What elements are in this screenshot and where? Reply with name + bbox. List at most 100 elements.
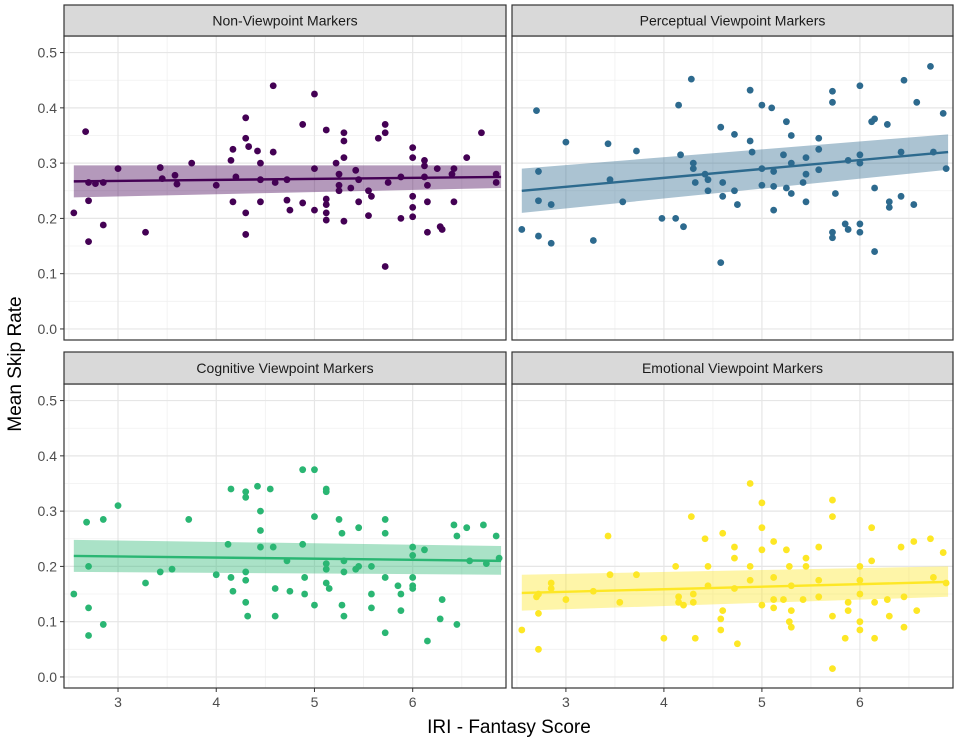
data-point [672,215,680,222]
data-point [322,565,330,573]
data-point [518,226,526,233]
data-point [704,176,712,184]
data-point [409,203,417,211]
data-point [589,237,597,244]
data-point [173,180,181,188]
data-point [311,165,318,173]
data-point [815,166,823,174]
data-point [689,590,697,598]
data-point [829,513,836,521]
data-point [758,499,766,507]
data-point [691,179,699,186]
data-point [871,184,878,192]
data-point [381,629,389,637]
data-point [322,216,330,224]
data-point [562,138,570,146]
data-point [482,560,490,568]
data-point [689,159,697,167]
data-point [535,609,542,617]
data-point [409,574,417,581]
data-point [704,563,712,570]
data-point [409,551,417,559]
data-point [900,76,908,84]
data-point [844,607,852,615]
panel-3: Cognitive Viewpoint Markers 0.0 0.1 0.2 0.3 0… [38,351,507,710]
data-point [883,596,891,603]
data-point [355,524,363,532]
data-point [939,549,947,556]
data-point [856,626,864,634]
data-point [322,126,330,134]
data-point [856,590,864,598]
strip-background [63,351,507,385]
data-point [658,215,666,222]
data-point [897,543,905,551]
data-point [719,607,727,615]
data-point [436,615,444,623]
data-point [212,181,220,189]
data-point [871,115,878,123]
data-point [787,190,795,197]
data-point [212,571,220,579]
data-point [492,179,500,186]
data-point [802,563,810,570]
data-point [311,466,318,474]
data-point [562,596,570,603]
data-point [492,532,500,540]
data-point [335,181,343,189]
data-point [142,579,149,587]
data-point [266,485,274,493]
data-point [311,90,318,98]
data-point [701,535,709,543]
data-point [533,107,540,115]
data-point [394,582,402,590]
data-point [335,170,343,178]
regression-line [521,580,949,595]
data-point [242,134,250,142]
data-point [829,665,836,673]
data-point [271,179,279,186]
data-point [340,129,348,137]
data-point [856,576,864,584]
panel-2: Perceptual Viewpoint Markers [511,4,954,341]
confidence-band [521,134,949,213]
y-tick-label: 0.0 [38,669,58,685]
data-point [746,563,754,570]
data-point [799,179,807,186]
data-point [930,574,937,581]
data-point [719,179,727,186]
data-point [242,576,250,584]
data-point [704,187,712,195]
strip-background [63,4,507,37]
x-tick-label: 4 [660,694,668,710]
data-point [717,259,725,267]
data-point [770,168,778,175]
data-point [547,585,555,592]
data-point [227,485,235,493]
data-point [374,134,382,142]
y-axis-title: Mean Skip Rate [5,296,26,431]
data-point [535,232,542,240]
data-point [783,546,790,554]
data-point [299,466,307,474]
data-point [787,132,795,139]
data-point [424,637,431,645]
data-point [242,488,250,496]
data-point [910,538,918,545]
data-point [229,145,237,153]
data-point [450,198,458,206]
data-point [787,607,795,615]
data-point [156,164,164,171]
data-point [815,145,823,153]
x-tick-label: 5 [758,694,766,710]
data-point [409,585,417,592]
data-point [604,532,612,540]
data-point [271,585,279,592]
data-point [518,626,526,634]
data-point [680,223,687,231]
y-tick-label: 0.4 [38,100,58,116]
data-point [463,524,471,532]
data-point [242,493,250,501]
data-point [815,593,823,601]
